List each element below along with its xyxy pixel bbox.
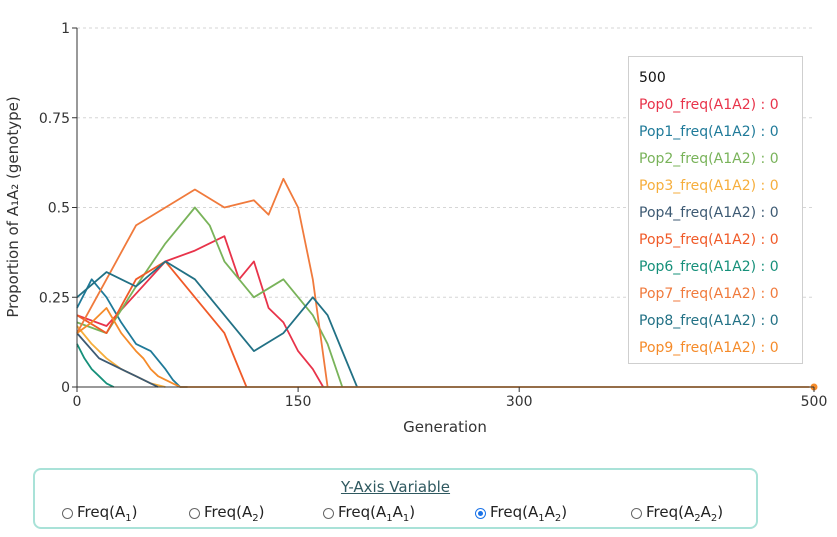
series-line-pop7 [76, 177, 329, 388]
legend-row-pop0: Pop0_freq(A1A2) : 0 [639, 97, 779, 113]
legend-rows: Pop0_freq(A1A2) : 0 Pop1_freq(A1A2) : 0 Po… [639, 92, 802, 362]
legend-row-pop2: Pop2_freq(A1A2) : 0 [639, 151, 779, 167]
radio-option-1[interactable]: Freq(A2) [189, 503, 264, 524]
series-line-pop1 [76, 278, 188, 388]
radio-button[interactable] [62, 508, 73, 519]
x-tick-label: 300 [506, 394, 533, 410]
legend-row-pop6: Pop6_freq(A1A2) : 0 [639, 259, 779, 275]
series-line-pop5 [76, 260, 248, 388]
radio-option-3[interactable]: Freq(A1A2) [475, 503, 567, 524]
radio-button[interactable] [475, 508, 486, 519]
series-line-pop3 [76, 325, 166, 388]
radio-button[interactable] [323, 508, 334, 519]
legend-generation: 500 [639, 70, 666, 86]
radio-label: Freq(A2A2) [646, 503, 724, 524]
radio-label: Freq(A2) [204, 503, 265, 524]
legend-row-pop1: Pop1_freq(A1A2) : 0 [639, 124, 779, 140]
radio-option-0[interactable]: Freq(A1) [62, 503, 137, 524]
y-tick-label: 0 [61, 380, 70, 396]
x-tick-label: 0 [73, 394, 82, 410]
y-tick-label: 0.25 [39, 290, 70, 306]
legend-box: 500 Pop0_freq(A1A2) : 0 Pop1_freq(A1A2) :… [628, 56, 803, 364]
y-axis-label: Proportion of A₁A₂ (genotype) [4, 96, 22, 317]
axes: 0 0.25 0.5 0.75 1 0 150 300 500 [39, 21, 828, 410]
radio-label: Freq(A1A2) [490, 503, 568, 524]
radio-label: Freq(A1A1) [338, 503, 416, 524]
x-axis-label: Generation [403, 418, 487, 436]
legend-row-pop7: Pop7_freq(A1A2) : 0 [639, 286, 779, 302]
radio-label: Freq(A1) [77, 503, 138, 524]
x-tick-label: 500 [801, 394, 828, 410]
radio-button[interactable] [189, 508, 200, 519]
y-tick-label: 0.75 [39, 111, 70, 127]
series-line-pop4 [76, 332, 159, 388]
legend-row-pop4: Pop4_freq(A1A2) : 0 [639, 205, 779, 221]
legend-row-pop8: Pop8_freq(A1A2) : 0 [639, 313, 779, 329]
y-tick-label: 1 [61, 21, 70, 37]
radio-button[interactable] [631, 508, 642, 519]
series-line-pop8 [76, 260, 358, 388]
series-line-pop6 [76, 343, 115, 388]
y-axis-variable-panel: Y-Axis Variable Freq(A1) Freq(A2) Freq(A1A… [33, 468, 758, 529]
y-tick-label: 0.5 [48, 201, 70, 217]
legend-row-pop5: Pop5_freq(A1A2) : 0 [639, 232, 779, 248]
radio-option-2[interactable]: Freq(A1A1) [323, 503, 415, 524]
radio-option-4[interactable]: Freq(A2A2) [631, 503, 723, 524]
y-axis-variable-title: Y-Axis Variable [340, 478, 451, 496]
population-genetics-chart: 0 0.25 0.5 0.75 1 0 150 300 500 Generation Propo… [4, 21, 828, 436]
series-line-pop2 [76, 206, 344, 388]
x-tick-label: 150 [285, 394, 312, 410]
legend-row-pop9: Pop9_freq(A1A2) : 0 [639, 340, 779, 356]
legend-row-pop3: Pop3_freq(A1A2) : 0 [639, 178, 779, 194]
